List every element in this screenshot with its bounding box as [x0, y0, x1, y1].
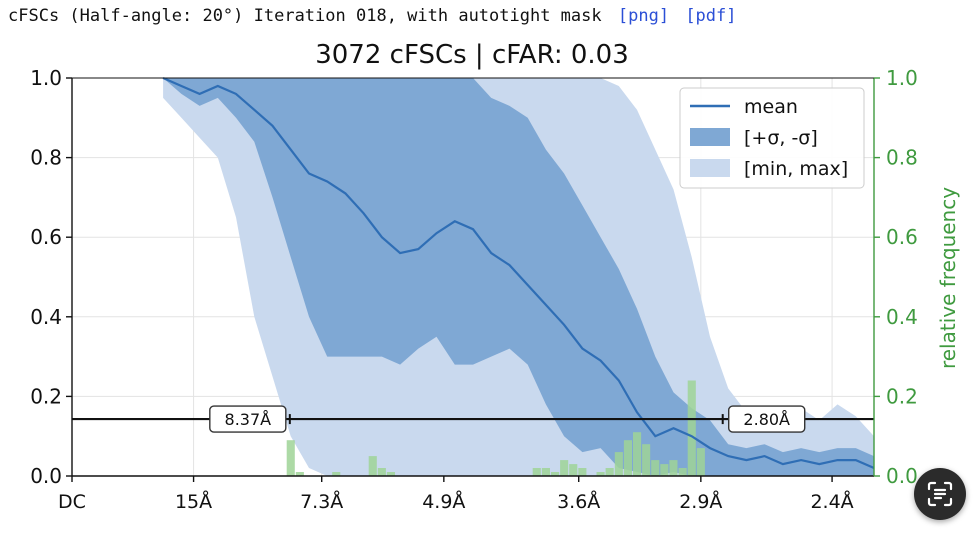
std-band	[163, 78, 875, 476]
resolution-box-0	[209, 405, 287, 433]
x-tick-label-4: 3.6Å	[557, 490, 600, 513]
x-tick-label-5: 2.9Å	[679, 490, 722, 513]
histogram-bar-3	[368, 456, 377, 476]
histogram-bar-23	[696, 448, 705, 476]
x-tick-label-3: 4.9Å	[422, 490, 465, 513]
y2-tick-label-0: 0.0	[886, 464, 918, 488]
histogram-bar-16	[633, 432, 642, 476]
y2-tick-label-3: 0.6	[886, 225, 918, 249]
chart-title: 3072 cFSCs | cFAR: 0.03	[315, 40, 629, 70]
legend-label-1: [+σ, -σ]	[744, 127, 818, 149]
mean-line-layer	[162, 76, 875, 470]
histogram-bar-10	[569, 464, 578, 476]
histogram-bar-15	[623, 440, 632, 476]
histogram-bar-13	[605, 468, 614, 476]
histogram-bar-7	[541, 468, 550, 476]
histogram-bar-12	[596, 472, 605, 476]
y2-tick-label-4: 0.8	[886, 146, 918, 170]
legend-label-2: [min, max]	[744, 158, 848, 180]
y-tick-label-1: 0.2	[30, 384, 62, 408]
y-tick-label-2: 0.4	[30, 305, 62, 329]
caption-text: cFSCs (Half-angle: 20°) Iteration 018, w…	[8, 6, 602, 26]
png-link[interactable]: [png]	[617, 6, 670, 26]
histogram-bar-21	[678, 468, 687, 476]
histogram-bar-17	[642, 444, 651, 476]
histogram-bar-14	[614, 452, 623, 476]
legend-label-0: mean	[744, 96, 798, 118]
threshold-layer: 8.37Å 2.80Å	[72, 405, 874, 433]
histogram-bar-2	[332, 472, 341, 476]
resolution-label-0: 8.37Å	[225, 410, 272, 429]
pdf-link[interactable]: [pdf]	[685, 6, 737, 26]
axes: 0.0 0.2 0.4 0.6 0.8 1.0 0.0 0.2 0.4 0.6 0.8 1.0 DC 15…	[30, 66, 918, 513]
y-tick-label-0: 0.0	[30, 464, 62, 488]
histogram-bar-18	[651, 460, 660, 476]
histogram-bar-8	[551, 472, 560, 476]
legend-swatch-std	[690, 128, 730, 146]
histogram-bar-20	[669, 460, 678, 476]
y2-tick-label-5: 1.0	[886, 66, 918, 90]
scan-text-icon	[927, 481, 953, 507]
mean-line	[162, 76, 875, 470]
histogram-bar-0	[286, 440, 295, 476]
right-axis-label: relative frequency	[936, 187, 960, 369]
y-tick-label-5: 1.0	[30, 66, 62, 90]
resolution-box-1	[728, 405, 806, 433]
legend: mean [+σ, -σ] [min, max]	[679, 87, 865, 189]
resolution-label-1: 2.80Å	[743, 410, 790, 429]
x-tick-label-6: 2.4Å	[810, 490, 853, 513]
histogram-bar-22	[687, 380, 696, 476]
histogram-bar-4	[377, 468, 386, 476]
histogram	[286, 380, 705, 476]
histogram-bar-6	[532, 468, 541, 476]
histogram-bar-5	[386, 472, 395, 476]
histogram-bar-1	[295, 472, 304, 476]
x-tick-label-0: DC	[58, 491, 86, 513]
histogram-bar-9	[560, 460, 569, 476]
y2-tick-label-1: 0.2	[886, 384, 918, 408]
figure-caption: cFSCs (Half-angle: 20°) Iteration 018, w…	[8, 6, 737, 26]
lens-button[interactable]	[914, 468, 966, 520]
x-tick-label-2: 7.3Å	[300, 490, 343, 513]
x-tick-label-1: 15Å	[175, 490, 212, 513]
y-tick-label-4: 0.8	[30, 146, 62, 170]
histogram-bar-19	[660, 464, 669, 476]
y-tick-label-3: 0.6	[30, 225, 62, 249]
legend-swatch-minmax	[690, 159, 730, 177]
y2-tick-label-2: 0.4	[886, 305, 918, 329]
histogram-bar-11	[578, 468, 587, 476]
bands	[163, 78, 875, 476]
